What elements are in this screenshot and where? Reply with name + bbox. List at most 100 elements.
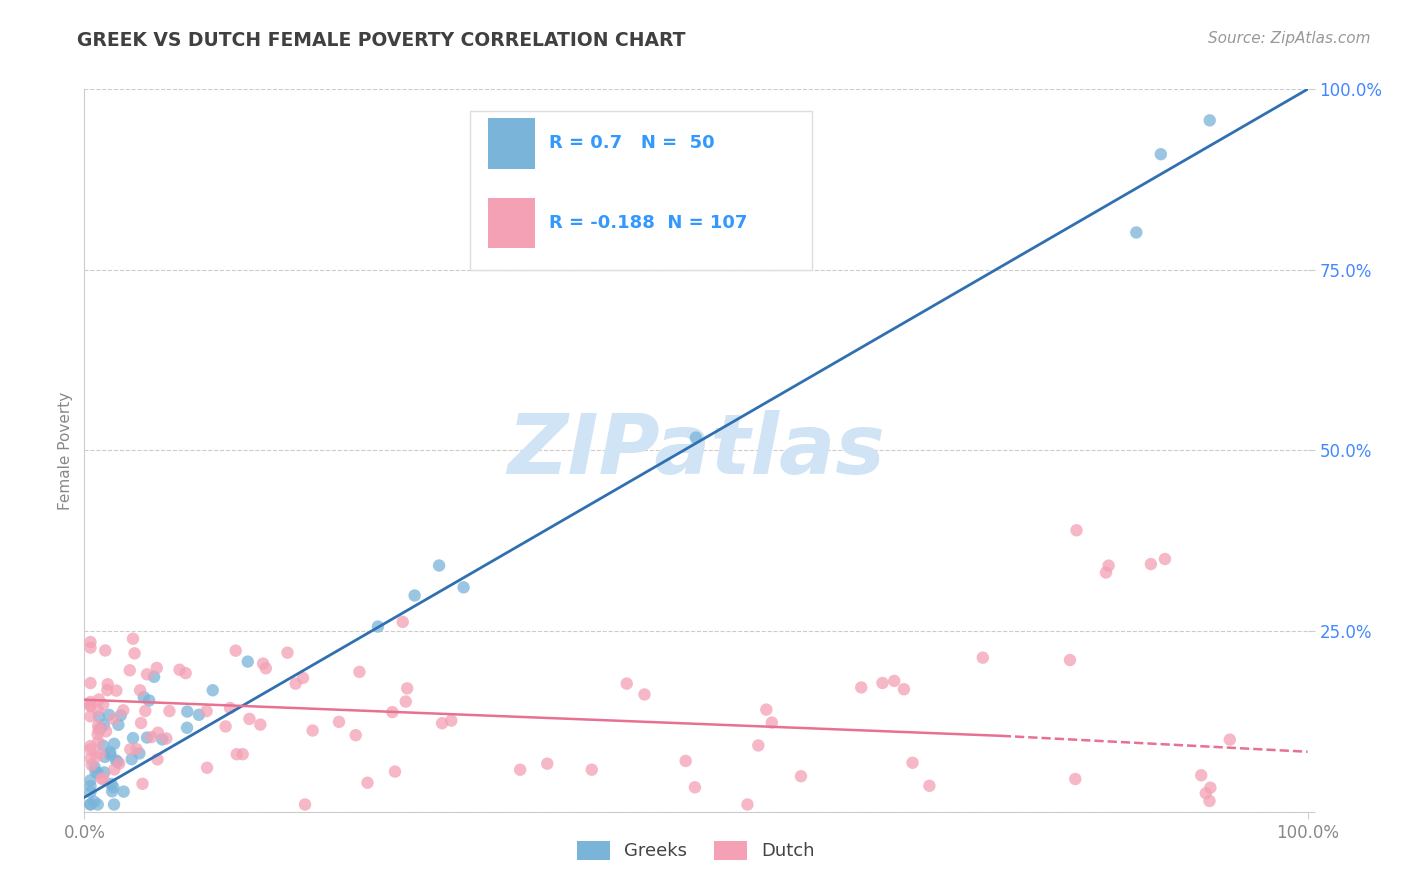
- Point: [349, 665, 371, 679]
- Point: [128, 747, 150, 761]
- Point: [214, 719, 236, 733]
- Point: [79, 797, 101, 811]
- Point: [79, 635, 101, 649]
- Point: [972, 650, 994, 665]
- FancyBboxPatch shape: [470, 111, 813, 269]
- Point: [1125, 226, 1147, 240]
- Point: [155, 731, 177, 746]
- Point: [112, 784, 135, 798]
- Point: [89, 747, 111, 761]
- Point: [169, 663, 191, 677]
- Point: [367, 619, 389, 633]
- Point: [79, 709, 101, 723]
- Point: [87, 703, 110, 717]
- Point: [93, 772, 115, 786]
- Point: [94, 750, 117, 764]
- Text: ZIPatlas: ZIPatlas: [508, 410, 884, 491]
- FancyBboxPatch shape: [488, 197, 534, 248]
- Point: [79, 785, 101, 799]
- Point: [395, 694, 418, 708]
- Point: [581, 763, 603, 777]
- Point: [118, 663, 141, 677]
- Point: [83, 795, 105, 809]
- Point: [80, 758, 103, 772]
- Text: R = 0.7   N =  50: R = 0.7 N = 50: [550, 135, 714, 153]
- Point: [79, 773, 101, 788]
- Point: [1064, 772, 1087, 786]
- Point: [136, 667, 159, 681]
- Point: [294, 797, 316, 812]
- Point: [87, 797, 110, 812]
- Point: [86, 727, 108, 741]
- Point: [391, 615, 413, 629]
- Point: [103, 780, 125, 795]
- Point: [176, 721, 198, 735]
- Point: [105, 754, 128, 768]
- Point: [174, 666, 197, 681]
- Point: [252, 657, 274, 671]
- Point: [103, 712, 125, 726]
- Point: [84, 764, 107, 779]
- Point: [219, 701, 242, 715]
- Point: [188, 707, 211, 722]
- Point: [143, 670, 166, 684]
- Point: [146, 725, 169, 739]
- Point: [201, 683, 224, 698]
- Point: [93, 718, 115, 732]
- Point: [1154, 552, 1177, 566]
- Text: Source: ZipAtlas.com: Source: ZipAtlas.com: [1208, 31, 1371, 46]
- Point: [384, 764, 406, 779]
- Point: [87, 692, 110, 706]
- Point: [87, 766, 110, 780]
- Point: [1066, 523, 1088, 537]
- Point: [1095, 566, 1118, 580]
- Text: R = -0.188  N = 107: R = -0.188 N = 107: [550, 214, 748, 232]
- Point: [103, 763, 125, 777]
- Point: [159, 704, 181, 718]
- Point: [79, 698, 101, 713]
- Point: [87, 709, 110, 723]
- Point: [225, 747, 247, 762]
- Point: [79, 742, 101, 756]
- Point: [110, 708, 132, 723]
- Point: [381, 705, 404, 719]
- Point: [427, 558, 450, 573]
- Point: [344, 728, 367, 742]
- Point: [284, 676, 307, 690]
- Point: [79, 676, 101, 690]
- Point: [108, 756, 131, 771]
- Point: [872, 676, 894, 690]
- Point: [79, 699, 101, 714]
- Point: [430, 716, 453, 731]
- Text: GREEK VS DUTCH FEMALE POVERTY CORRELATION CHART: GREEK VS DUTCH FEMALE POVERTY CORRELATIO…: [77, 31, 686, 50]
- Point: [755, 703, 778, 717]
- Point: [675, 754, 697, 768]
- Point: [79, 751, 101, 765]
- Y-axis label: Female Poverty: Female Poverty: [58, 392, 73, 509]
- Point: [238, 712, 260, 726]
- Point: [83, 760, 105, 774]
- Point: [91, 739, 114, 753]
- Point: [94, 724, 117, 739]
- Point: [1150, 147, 1173, 161]
- Point: [97, 677, 120, 691]
- Point: [1059, 653, 1081, 667]
- Point: [685, 430, 707, 444]
- Point: [146, 752, 169, 766]
- Point: [112, 703, 135, 717]
- Point: [79, 797, 101, 812]
- Point: [737, 797, 759, 812]
- Point: [105, 683, 128, 698]
- Point: [98, 707, 121, 722]
- Point: [232, 747, 254, 761]
- Point: [301, 723, 323, 738]
- Point: [100, 777, 122, 791]
- Point: [747, 739, 769, 753]
- Point: [121, 752, 143, 766]
- Point: [98, 747, 121, 762]
- Point: [1199, 780, 1222, 795]
- Point: [131, 777, 153, 791]
- Point: [396, 681, 419, 696]
- Point: [356, 776, 378, 790]
- Point: [291, 671, 314, 685]
